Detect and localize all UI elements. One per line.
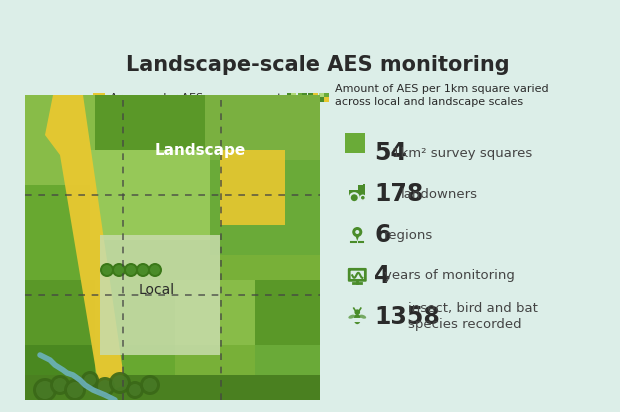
Bar [319,97,324,102]
Bar [210,160,320,255]
Circle shape [109,372,131,394]
Circle shape [136,263,150,277]
Bar [349,190,365,198]
Bar [358,185,365,191]
Bar [25,345,95,400]
Bar [205,95,320,160]
Circle shape [114,265,124,275]
Circle shape [36,381,54,399]
Bar [309,93,313,97]
Bar [313,93,317,97]
Text: 6: 6 [374,223,391,247]
Circle shape [355,309,360,315]
Bar [25,375,320,400]
Circle shape [350,193,359,202]
Circle shape [112,375,128,391]
Bar [324,97,329,102]
Circle shape [64,379,86,401]
Text: landowners: landowners [401,188,477,201]
Bar [303,97,307,102]
Circle shape [98,380,112,394]
Text: 1km² survey squares: 1km² survey squares [392,147,533,160]
Circle shape [126,265,136,275]
Circle shape [50,375,70,395]
Circle shape [124,263,138,277]
Bar [286,97,291,102]
Bar [175,345,255,400]
Bar [345,133,365,153]
Bar [90,150,210,240]
Circle shape [102,265,112,275]
Text: 1km: 1km [123,103,146,112]
Bar [319,93,324,97]
Circle shape [150,265,160,275]
Circle shape [53,378,67,392]
Text: Local: Local [139,283,175,297]
Bar [313,97,317,102]
Bar [255,280,320,350]
Circle shape [140,375,160,395]
Text: Areas under AES management: Areas under AES management [110,93,281,103]
Ellipse shape [354,314,361,324]
Circle shape [84,374,96,386]
Text: 178: 178 [374,182,423,206]
Text: 54: 54 [374,141,407,165]
Circle shape [352,227,362,237]
Circle shape [112,263,126,277]
Bar [255,345,320,400]
Circle shape [67,382,83,398]
Circle shape [126,381,144,399]
Text: years of monitoring: years of monitoring [384,269,515,282]
Bar [363,184,365,189]
Ellipse shape [348,315,355,319]
Bar [100,235,220,355]
Circle shape [129,384,141,396]
Bar [95,345,175,400]
Text: Amount of AES per 1km square varied
across local and landscape scales: Amount of AES per 1km square varied acro… [335,84,549,107]
Bar [309,97,313,102]
Circle shape [81,371,99,389]
Circle shape [138,265,148,275]
Text: 1km: 1km [77,150,87,173]
Bar [298,97,303,102]
Text: 1358: 1358 [374,304,440,329]
Bar [286,93,291,97]
Bar [93,93,105,103]
Polygon shape [355,234,360,241]
Circle shape [95,377,115,397]
Bar [303,93,307,97]
Bar [25,280,95,345]
Bar [291,97,296,102]
Bar [25,95,95,185]
Bar [95,95,205,150]
Circle shape [355,230,360,234]
Text: Landscape-scale AES monitoring: Landscape-scale AES monitoring [126,55,510,75]
Text: insect, bird and bat
species recorded: insect, bird and bat species recorded [409,302,538,331]
Bar [298,93,303,97]
Bar [95,280,175,345]
Polygon shape [45,95,125,395]
Bar [175,280,255,350]
Text: 4: 4 [374,264,391,288]
Circle shape [148,263,162,277]
Bar [324,93,329,97]
Circle shape [143,378,157,392]
Bar [220,150,285,225]
Circle shape [33,378,57,402]
Text: Landscape: Landscape [154,143,246,157]
Circle shape [360,195,365,200]
Bar [25,185,90,280]
Bar [291,93,296,97]
Ellipse shape [360,315,366,319]
Circle shape [100,263,114,277]
Text: regions: regions [384,229,433,241]
